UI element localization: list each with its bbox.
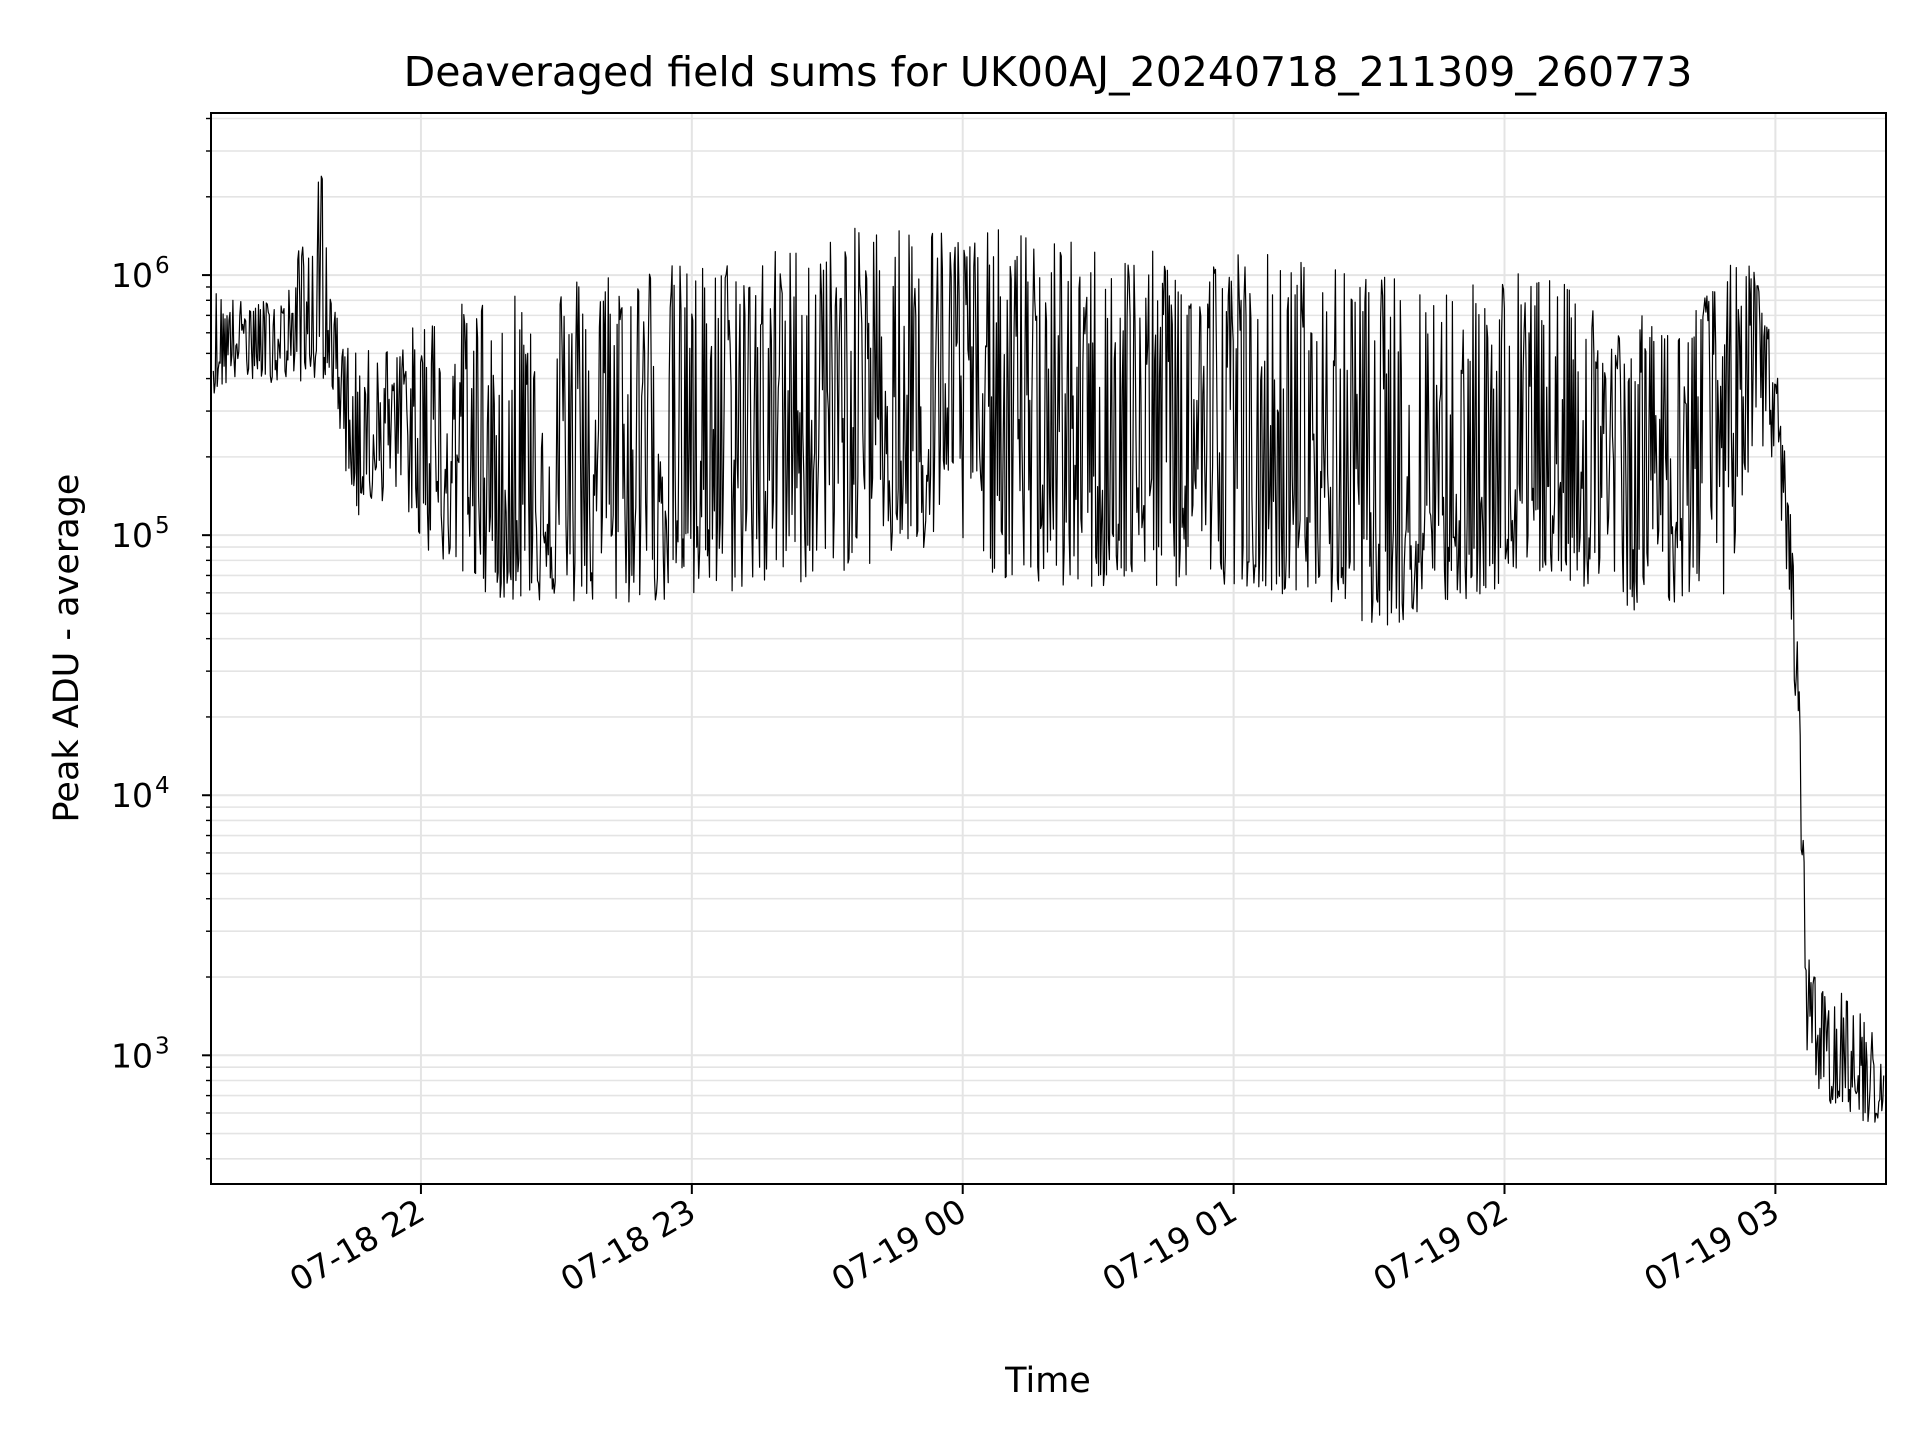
y-tick-label: 10: [111, 1036, 153, 1075]
grid-lines: [211, 113, 1886, 1184]
y-tick-exponent: 4: [155, 773, 170, 799]
y-tick-exponent: 6: [155, 253, 170, 279]
plot-frame: [210, 112, 1887, 1185]
y-tick-label: 10: [111, 776, 153, 815]
y-tick-exponent: 3: [155, 1033, 170, 1059]
series-line: [212, 175, 1885, 1123]
chart-title: Deaveraged field sums for UK00AJ_2024071…: [404, 48, 1693, 96]
data-series: [212, 175, 1885, 1123]
y-axis-label: Peak ADU - average: [47, 474, 87, 823]
y-tick-label: 10: [111, 256, 153, 295]
x-axis-label: Time: [1004, 1361, 1091, 1401]
y-tick-label: 10: [111, 516, 153, 555]
y-tick-exponent: 5: [155, 513, 170, 539]
